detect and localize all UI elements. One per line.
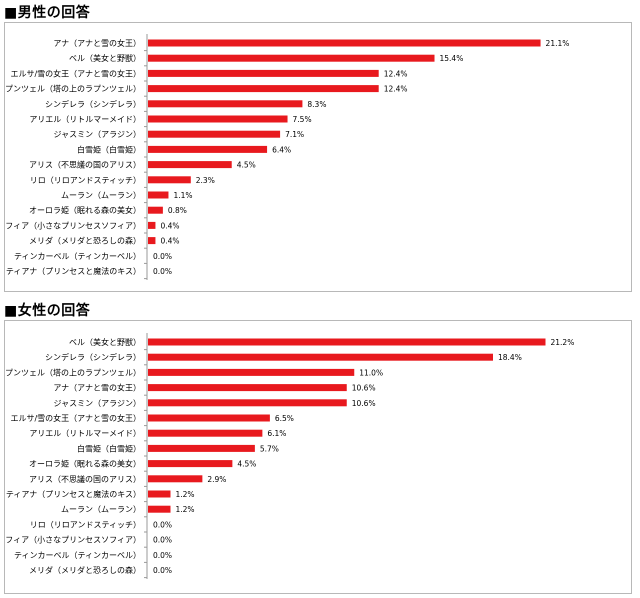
male-chart-panel: アナ（アナと雪の女王） 21.1% ベル（美女と野獣） 15.4% エルサ/雪の女王（ア… [0, 22, 632, 292]
bar [148, 460, 233, 468]
bar [148, 353, 493, 361]
bar [148, 221, 156, 229]
category-label: リロ（リロアンドスティッチ） [30, 176, 141, 185]
category-label: アリス（不思議の国のアリス） [29, 474, 141, 484]
category-label: ラプンツェル（塔の上のラプンツェル） [5, 367, 141, 377]
category-label: ティンカーベル（ティンカーベル） [14, 551, 141, 560]
bar [148, 444, 255, 452]
category-label: アリエル（リトルマーメイド） [29, 115, 141, 124]
category-label: アナ（アナと雪の女王） [53, 38, 141, 48]
bar [148, 399, 347, 407]
data-label: 0.0% [153, 252, 172, 261]
female-bar-chart: ベル（美女と野獣） 21.2% シンデレラ（シンデレラ） 18.4% ラプンツェル（塔の… [0, 333, 575, 579]
category-label: エルサ/雪の女王（アナと雪の女王） [10, 413, 141, 423]
bar [148, 115, 288, 123]
category-label: オーロラ姫（眠れる森の美女） [29, 205, 141, 215]
data-label: 0.8% [168, 206, 187, 215]
data-label: 4.5% [237, 161, 256, 170]
bar [148, 429, 263, 437]
category-label: ティアナ（プリンセスと魔法のキス） [6, 489, 141, 499]
bar [148, 39, 541, 47]
category-label: アリエル（リトルマーメイド） [29, 429, 141, 438]
category-label: メリダ（メリダと恐ろしの森） [29, 236, 141, 246]
category-label: オーロラ姫（眠れる森の美女） [29, 459, 141, 469]
bar [148, 206, 163, 214]
category-label: ムーラン（ムーラン） [61, 191, 141, 200]
bar [148, 54, 435, 62]
male-section-title: ■男性の回答 [4, 5, 91, 21]
bar [148, 176, 191, 184]
data-label: 21.2% [551, 338, 575, 347]
data-label: 0.0% [153, 536, 172, 545]
bar [148, 338, 546, 346]
data-label: 6.5% [275, 414, 294, 423]
bar [148, 100, 303, 108]
category-label: ジャスミン（アラジン） [54, 130, 141, 139]
category-label: ソフィア（小さなプリンセスソフィア） [5, 536, 141, 545]
category-label: ソフィア（小さなプリンセスソフィア） [5, 221, 141, 230]
data-label: 0.0% [153, 267, 172, 276]
data-label: 5.7% [260, 444, 279, 453]
bar [148, 475, 203, 483]
data-label: 7.5% [293, 115, 312, 124]
category-label: アリス（不思議の国のアリス） [29, 160, 141, 170]
category-label: ジャスミン（アラジン） [54, 399, 141, 408]
bar [148, 85, 379, 93]
data-label: 15.4% [440, 54, 464, 63]
data-label: 6.1% [267, 429, 286, 438]
data-label: 21.1% [546, 39, 570, 48]
bar [148, 145, 268, 153]
data-label: 8.3% [307, 100, 326, 109]
data-label: 2.9% [207, 475, 226, 484]
data-label: 0.4% [160, 221, 179, 230]
category-label: 白雪姫（白雪姫） [77, 443, 141, 453]
data-label: 0.0% [153, 566, 172, 575]
data-label: 10.6% [352, 399, 376, 408]
data-label: 6.4% [272, 145, 291, 154]
data-label: 0.4% [160, 237, 179, 246]
category-label: ベル（美女と野獣） [69, 53, 141, 63]
female-section-title: ■女性の回答 [4, 303, 91, 319]
category-label: シンデレラ（シンデレラ） [45, 99, 141, 109]
category-label: ティンカーベル（ティンカーベル） [14, 252, 141, 261]
category-label: ベル（美女と野獣） [69, 337, 141, 347]
bar [148, 414, 270, 422]
male-bar-chart: アナ（アナと雪の女王） 21.1% ベル（美女と野獣） 15.4% エルサ/雪の女王（ア… [0, 34, 570, 280]
data-label: 7.1% [285, 130, 304, 139]
category-label: アナ（アナと雪の女王） [53, 383, 141, 393]
data-label: 12.4% [384, 85, 408, 94]
data-label: 11.0% [359, 368, 383, 377]
category-label: ティアナ（プリンセスと魔法のキス） [6, 266, 141, 276]
bar [148, 69, 379, 77]
data-label: 0.0% [153, 551, 172, 560]
data-label: 18.4% [498, 353, 522, 362]
data-label: 1.1% [173, 191, 192, 200]
bar [148, 191, 169, 199]
bar [148, 237, 156, 245]
bar [148, 505, 171, 513]
category-label: 白雪姫（白雪姫） [77, 144, 141, 154]
bar [148, 490, 171, 498]
data-label: 2.3% [196, 176, 215, 185]
female-chart-panel: ベル（美女と野獣） 21.2% シンデレラ（シンデレラ） 18.4% ラプンツェル（塔の… [0, 320, 632, 594]
data-label: 4.5% [237, 460, 256, 469]
data-label: 12.4% [384, 69, 408, 78]
category-label: リロ（リロアンドスティッチ） [30, 520, 141, 529]
category-label: メリダ（メリダと恐ろしの森） [29, 565, 141, 575]
data-label: 10.6% [352, 384, 376, 393]
bar [148, 384, 347, 392]
category-label: ムーラン（ムーラン） [61, 505, 141, 514]
bar [148, 161, 232, 169]
data-label: 1.2% [176, 490, 195, 499]
data-label: 1.2% [176, 505, 195, 514]
category-label: ラプンツェル（塔の上のラプンツェル） [5, 84, 141, 94]
category-label: エルサ/雪の女王（アナと雪の女王） [10, 68, 141, 78]
data-label: 0.0% [153, 520, 172, 529]
category-label: シンデレラ（シンデレラ） [45, 352, 141, 362]
bar [148, 130, 281, 138]
bar [148, 368, 355, 376]
